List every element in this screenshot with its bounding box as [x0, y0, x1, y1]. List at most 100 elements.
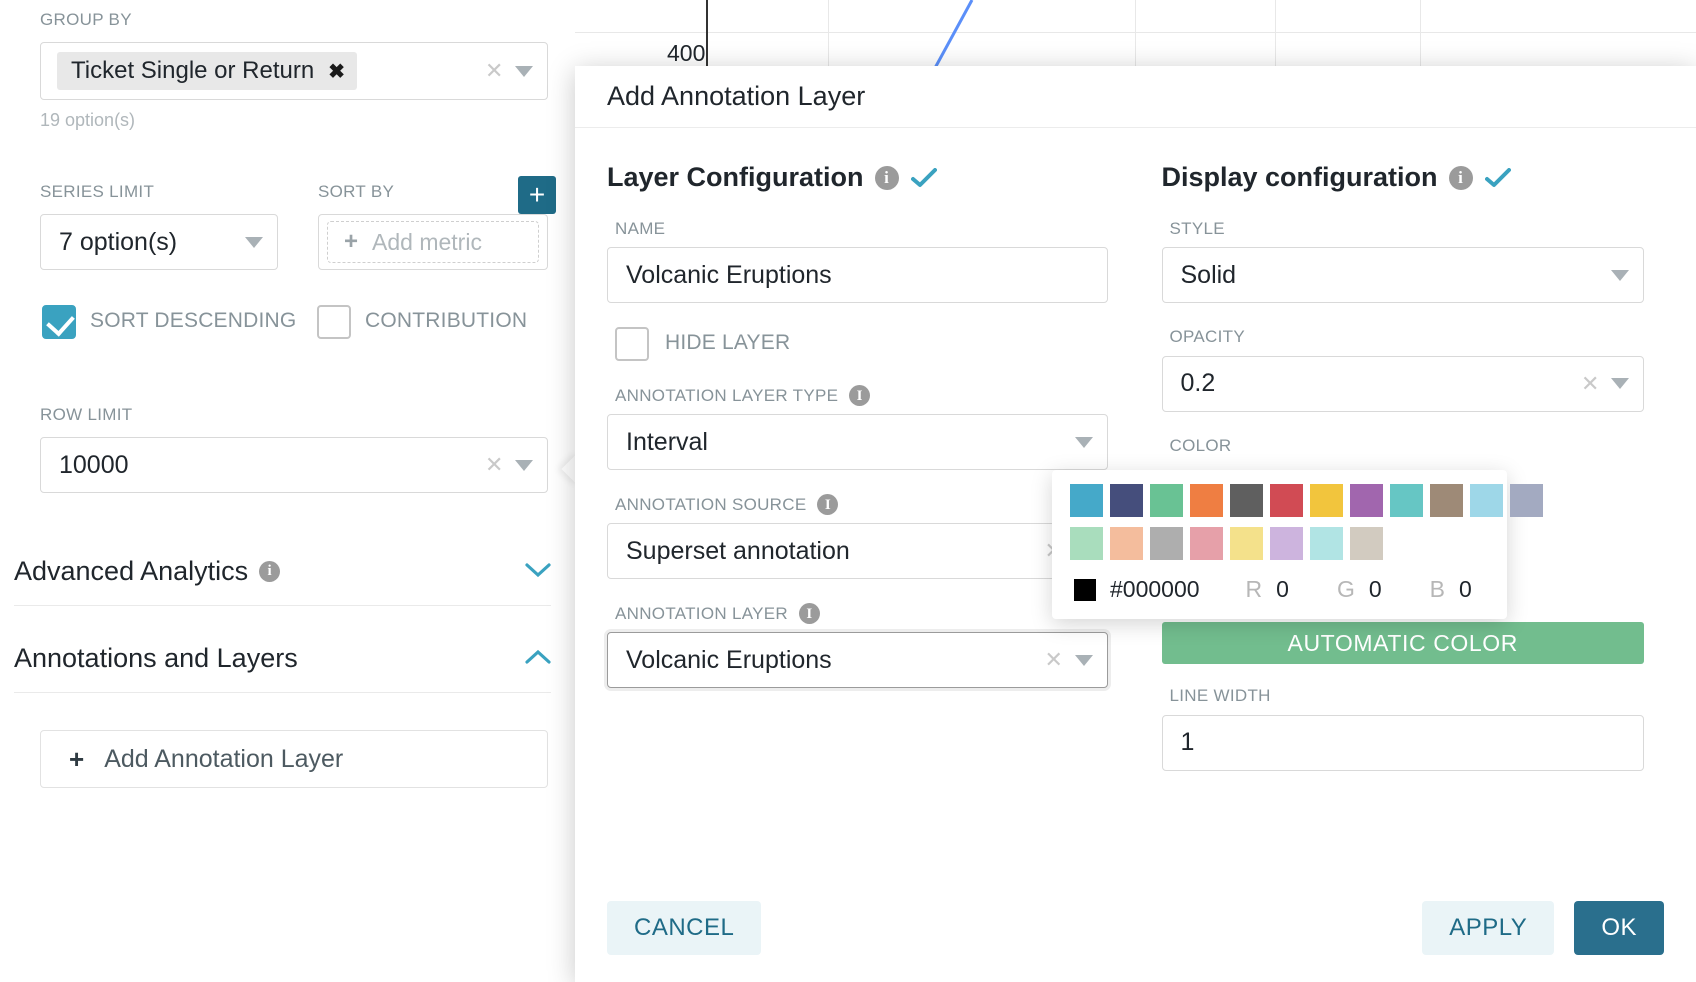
field-style: STYLE Solid — [1161, 219, 1644, 304]
close-icon[interactable]: ✕ — [1044, 647, 1063, 673]
apply-button[interactable]: APPLY — [1422, 901, 1555, 955]
color-swatch[interactable] — [1110, 484, 1143, 517]
red-channel: R 0 — [1246, 576, 1289, 603]
info-icon[interactable]: i — [1448, 165, 1473, 190]
cancel-button[interactable]: CANCEL — [607, 901, 762, 955]
color-swatch[interactable] — [1390, 484, 1423, 517]
modal-footer: CANCEL APPLY OK — [575, 874, 1696, 982]
checkbox-box[interactable] — [615, 327, 649, 362]
info-icon[interactable]: i — [259, 561, 281, 582]
color-swatch[interactable] — [1510, 484, 1543, 517]
ok-button[interactable]: OK — [1574, 901, 1664, 955]
close-icon[interactable]: ✕ — [485, 58, 504, 84]
add-metric-label: Add metric — [372, 228, 482, 255]
close-icon[interactable]: ✕ — [485, 452, 504, 478]
color-swatch[interactable] — [1190, 484, 1223, 517]
heading-text: Layer Configuration — [607, 162, 864, 192]
color-swatch[interactable] — [1110, 527, 1143, 560]
chevron-down-icon[interactable] — [1611, 378, 1629, 390]
color-swatch[interactable] — [1270, 484, 1303, 517]
name-value: Volcanic Eruptions — [626, 260, 832, 289]
color-swatch[interactable] — [1310, 527, 1343, 560]
red-value[interactable]: 0 — [1276, 576, 1289, 602]
line-width-label: LINE WIDTH — [1169, 686, 1271, 706]
add-annotation-layer-button[interactable]: + Add Annotation Layer — [40, 730, 548, 788]
annotation-layer-type-select[interactable]: Interval — [607, 414, 1108, 471]
add-sort-by-button[interactable]: + — [518, 176, 556, 214]
field-annotation-source: ANNOTATION SOURCE i Superset annotation … — [607, 494, 1108, 580]
style-select[interactable]: Solid — [1161, 247, 1644, 304]
plus-icon: + — [528, 179, 546, 210]
color-swatch[interactable] — [1230, 484, 1263, 517]
chevron-down-icon[interactable] — [1611, 269, 1629, 281]
name-input[interactable]: Volcanic Eruptions — [607, 247, 1108, 304]
field-annotation-layer-type: ANNOTATION LAYER TYPE i Interval — [607, 385, 1108, 471]
row-limit-value: 10000 — [59, 450, 129, 479]
contribution-label: CONTRIBUTION — [365, 309, 528, 332]
info-icon[interactable]: i — [874, 165, 899, 190]
annotation-layer-value: Volcanic Eruptions — [626, 645, 832, 674]
color-swatch[interactable] — [1430, 484, 1463, 517]
annotation-source-value: Superset annotation — [626, 536, 850, 565]
info-icon[interactable]: i — [849, 385, 871, 407]
annotation-layer-type-value: Interval — [626, 427, 708, 456]
color-palette-row-2 — [1052, 523, 1507, 566]
contribution-checkbox[interactable]: CONTRIBUTION — [317, 305, 547, 339]
section-advanced-analytics[interactable]: Advanced Analytics i — [14, 556, 551, 606]
blue-value[interactable]: 0 — [1459, 576, 1472, 602]
group-by-tag[interactable]: Ticket Single or Return ✖ — [57, 52, 357, 91]
opacity-value: 0.2 — [1180, 369, 1216, 398]
color-swatch[interactable] — [1310, 484, 1343, 517]
color-swatch[interactable] — [1230, 527, 1263, 560]
series-limit-label: SERIES LIMIT — [40, 182, 155, 201]
add-annotation-layer-label: Add Annotation Layer — [104, 744, 344, 773]
info-icon[interactable]: i — [798, 603, 820, 625]
section-title: Annotations and Layers — [14, 643, 298, 673]
color-swatch[interactable] — [1350, 527, 1383, 560]
chevron-up-icon[interactable] — [525, 649, 551, 665]
annotation-source-select[interactable]: Superset annotation ✕ — [607, 523, 1108, 580]
modal-title: Add Annotation Layer — [607, 81, 866, 111]
color-label: COLOR — [1169, 435, 1232, 455]
color-swatch[interactable] — [1070, 527, 1103, 560]
color-swatch[interactable] — [1470, 484, 1503, 517]
color-swatch[interactable] — [1070, 484, 1103, 517]
section-annotations-and-layers[interactable]: Annotations and Layers — [14, 643, 551, 693]
group-by-select[interactable]: Ticket Single or Return ✖ ✕ — [40, 42, 548, 101]
sort-descending-checkbox[interactable]: SORT DESCENDING — [42, 305, 317, 339]
name-label: NAME — [615, 219, 666, 238]
checkbox-box[interactable] — [42, 305, 76, 339]
opacity-select[interactable]: 0.2 ✕ — [1161, 355, 1644, 412]
line-width-input[interactable]: 1 — [1161, 714, 1644, 771]
chevron-down-icon[interactable] — [245, 236, 263, 248]
automatic-color-button[interactable]: AUTOMATIC COLOR — [1161, 622, 1644, 665]
line-width-value: 1 — [1180, 728, 1195, 757]
hide-layer-checkbox[interactable]: HIDE LAYER — [615, 327, 1108, 362]
sort-by-label: SORT BY — [318, 182, 395, 201]
chevron-down-icon[interactable] — [515, 65, 533, 77]
chevron-down-icon[interactable] — [515, 459, 533, 471]
chevron-down-icon[interactable] — [1074, 436, 1093, 448]
hex-value[interactable]: #000000 — [1110, 576, 1200, 602]
chevron-down-icon[interactable] — [525, 562, 551, 578]
close-icon[interactable]: ✖ — [328, 60, 345, 83]
chevron-down-icon[interactable] — [1074, 654, 1093, 666]
row-limit-select[interactable]: 10000 ✕ — [40, 437, 548, 494]
color-swatch[interactable] — [1150, 527, 1183, 560]
close-icon[interactable]: ✕ — [1581, 370, 1600, 396]
green-value[interactable]: 0 — [1368, 576, 1382, 602]
add-metric-button[interactable]: + Add metric — [327, 221, 539, 264]
plus-icon: + — [69, 743, 85, 774]
color-swatch[interactable] — [1270, 527, 1303, 560]
annotation-layer-select[interactable]: Volcanic Eruptions ✕ — [607, 632, 1108, 689]
color-swatch[interactable] — [1190, 527, 1223, 560]
color-swatch[interactable] — [1150, 484, 1183, 517]
color-swatch[interactable] — [1350, 484, 1383, 517]
color-hex-row: #000000 R 0 G 0 B 0 — [1052, 566, 1507, 615]
sort-by-control[interactable]: + Add metric — [318, 214, 548, 271]
style-label: STYLE — [1169, 219, 1225, 238]
series-limit-select[interactable]: 7 option(s) — [40, 214, 278, 271]
checkbox-box[interactable] — [317, 305, 351, 339]
info-icon[interactable]: i — [817, 494, 839, 516]
label-text: ANNOTATION LAYER TYPE — [615, 385, 839, 405]
